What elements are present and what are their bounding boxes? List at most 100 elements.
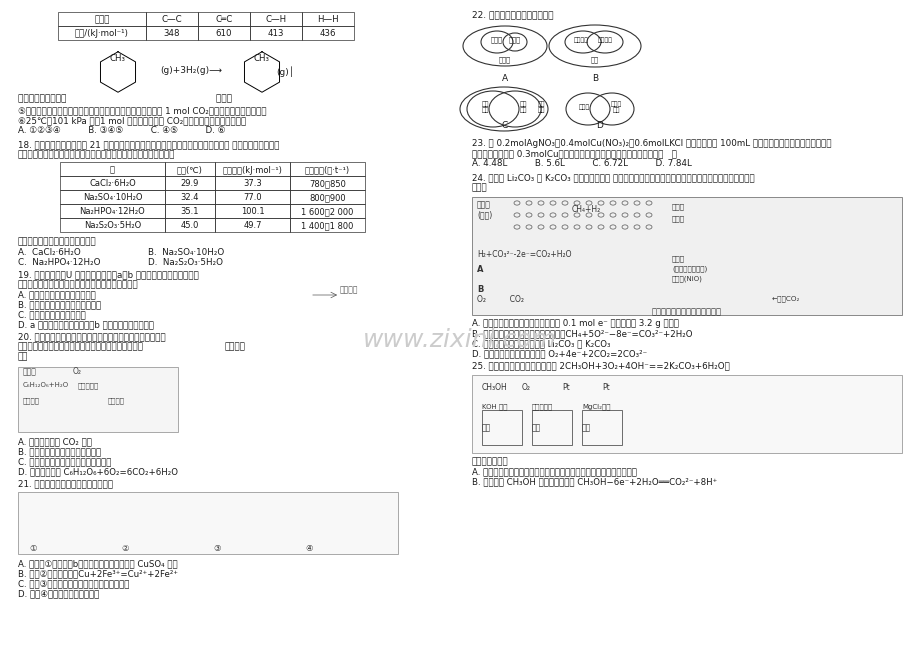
Bar <box>60 162 165 176</box>
Text: 间后，在一极析出 0.3molCu，此时在另一极收集到气体体积为（标况）（   ）: 间后，在一极析出 0.3molCu，此时在另一极收集到气体体积为（标况）（ ） <box>471 149 676 158</box>
Text: B: B <box>476 285 482 294</box>
Text: A. ①②③④          B. ③④⑤          C. ④⑤          D. ⑥: A. ①②③④ B. ③④⑤ C. ④⑤ D. ⑥ <box>18 126 225 135</box>
Bar <box>289 204 365 218</box>
Text: C. 质子通过交换膜从负极区移向正极区: C. 质子通过交换膜从负极区移向正极区 <box>18 457 111 466</box>
Text: 质子交换膜: 质子交换膜 <box>78 382 99 389</box>
Text: A.  CaCl₂·6H₂O: A. CaCl₂·6H₂O <box>18 248 81 257</box>
Bar <box>531 410 572 445</box>
Text: C—C: C—C <box>162 16 182 25</box>
Bar <box>482 410 521 445</box>
Text: 化氯溶液: 化氯溶液 <box>340 285 358 294</box>
Text: A. 甲烷是电能转化为化学能的装置，乙、丙是化学能转化为电能的装置: A. 甲烷是电能转化为化学能的装置，乙、丙是化学能转化为电能的装置 <box>471 467 636 476</box>
Text: D. 电池总反应为 C₆H₁₂O₆+6O₂=6CO₂+6H₂O: D. 电池总反应为 C₆H₁₂O₆+6O₂=6CO₂+6H₂O <box>18 467 177 476</box>
Bar <box>289 218 365 232</box>
Text: 各加入生鐵，放置一段时间。下列有关描述错误的是: 各加入生鐵，放置一段时间。下列有关描述错误的是 <box>18 280 139 289</box>
Bar <box>58 26 146 40</box>
Bar <box>165 204 215 218</box>
Text: O₂          CO₂: O₂ CO₂ <box>476 295 524 304</box>
Text: 一次酯醇: 一次酯醇 <box>573 37 588 43</box>
Text: D. a 试管中发生了吸氧反应，b 试管中发生了析氢反应: D. a 试管中发生了吸氧反应，b 试管中发生了析氢反应 <box>18 320 153 329</box>
Bar <box>198 12 250 26</box>
Text: ④: ④ <box>305 544 312 553</box>
Text: C: C <box>502 121 507 130</box>
Text: 436: 436 <box>320 29 335 38</box>
Bar <box>301 26 354 40</box>
Text: 可再生
能源: 可再生 能源 <box>609 101 621 113</box>
Text: 1 400～1 800: 1 400～1 800 <box>301 221 353 230</box>
Text: (g)│: (g)│ <box>276 66 294 77</box>
Text: 18. 太阳能的开发和利用是 21 世纪一个重要课题。利用储能介质储存太阳能的原理是 白天在太阳照射下某: 18. 太阳能的开发和利用是 21 世纪一个重要课题。利用储能介质储存太阳能的原… <box>18 140 279 149</box>
Bar <box>60 176 165 190</box>
Text: 24. 以熶融 Li₂CO₃ 和 K₂CO₃ 为电解质，自然 气经重整催化作用供应反应气的燃料电池如右图。下列说法正: 24. 以熶融 Li₂CO₃ 和 K₂CO₃ 为电解质，自然 气经重整催化作用供… <box>471 173 754 182</box>
Text: 1 600～2 000: 1 600～2 000 <box>301 208 353 217</box>
Text: 确的是: 确的是 <box>471 183 487 192</box>
Bar <box>471 375 901 453</box>
Text: B. 甲烷通入 CH₃OH 的电极反应式为 CH₃OH−6e⁻+2H₂O══CO₂²⁻+8H⁺: B. 甲烷通入 CH₃OH 的电极反应式为 CH₃OH−6e⁻+2H₂O══CO… <box>471 477 717 486</box>
Text: (内含熔融碳酸盐): (内含熔融碳酸盐) <box>671 265 707 271</box>
Text: B: B <box>591 74 597 83</box>
Bar <box>165 176 215 190</box>
Bar <box>582 410 621 445</box>
Text: CH₃: CH₃ <box>110 54 126 63</box>
Text: CH₄+H₂: CH₄+H₂ <box>572 205 601 214</box>
Text: B. 若以甲烷为燃料时负极电极反应式：CH₄+5O²⁻−8e⁻=CO₃²⁻+2H₂O: B. 若以甲烷为燃料时负极电极反应式：CH₄+5O²⁻−8e⁻=CO₃²⁻+2H… <box>471 329 692 338</box>
Text: D. 空气极发生的电极反应式为 O₂+4e⁻+2CO₂=2CO₃²⁻: D. 空气极发生的电极反应式为 O₂+4e⁻+2CO₂=2CO₃²⁻ <box>471 349 646 358</box>
Text: 中和热: 中和热 <box>508 36 520 44</box>
Text: A. 以电池为电能电解精练为例，当有 0.1 mol e⁻ 转移时，有 3.2 g 铜溶解: A. 以电池为电能电解精练为例，当有 0.1 mol e⁻ 转移时，有 3.2 … <box>471 319 678 328</box>
Text: 413: 413 <box>267 29 284 38</box>
Bar <box>60 204 165 218</box>
Text: C. 该电池使用过程中不断补充 Li₂CO₃ 和 K₂CO₃: C. 该电池使用过程中不断补充 Li₂CO₃ 和 K₂CO₃ <box>471 339 610 348</box>
Text: 镍料极: 镍料极 <box>671 215 685 221</box>
Text: 副能源: 副能源 <box>578 104 589 110</box>
Text: 熳化吸热(kJ·mol⁻¹): 熳化吸热(kJ·mol⁻¹) <box>222 165 282 174</box>
Text: 49.7: 49.7 <box>243 221 262 230</box>
Bar <box>301 12 354 26</box>
Text: 22. 下列图示关系中不正确的是: 22. 下列图示关系中不正确的是 <box>471 10 553 19</box>
Text: 硫酸铜溶液: 硫酸铜溶液 <box>531 403 552 409</box>
Text: MgCl₂溶液: MgCl₂溶液 <box>582 403 610 409</box>
Text: 厌氧反应: 厌氧反应 <box>23 397 40 404</box>
Bar <box>215 204 289 218</box>
Text: Na₂HPO₄·12H₂O: Na₂HPO₄·12H₂O <box>80 208 145 217</box>
Text: 种盐熔化，吸收热量，晚间熔盐固化释放出相应的能量。已知数据：: 种盐熔化，吸收热量，晚间熔盐固化释放出相应的能量。已知数据： <box>18 150 176 159</box>
Text: Na₂S₂O₃·5H₂O: Na₂S₂O₃·5H₂O <box>84 221 141 230</box>
Text: 610: 610 <box>216 29 232 38</box>
Bar <box>215 218 289 232</box>
Text: CH₃OH: CH₃OH <box>482 383 507 392</box>
Bar <box>165 190 215 204</box>
Text: ←空气CO₂: ←空气CO₂ <box>771 295 800 301</box>
Text: C. 两试管中负极反应区相同: C. 两试管中负极反应区相同 <box>18 310 85 319</box>
Text: A: A <box>476 265 483 274</box>
Text: H—H: H—H <box>317 16 338 25</box>
Text: 丙池: 丙池 <box>582 423 591 432</box>
Bar <box>0 0 919 8</box>
Text: A. 用装置①精炼铜，b极为精铜，电解质溶液为 CuSO₄ 溶液: A. 用装置①精炼铜，b极为精铜，电解质溶液为 CuSO₄ 溶液 <box>18 559 177 568</box>
Text: ②: ② <box>121 544 129 553</box>
Text: Pt: Pt <box>601 383 609 392</box>
Text: 23. 将 0.2molAgNO₃、0.4molCu(NO₃)₂、0.6molLKCl 溦于水，配成 100mL 的溶液，用石墨做电极电解一段时: 23. 将 0.2molAgNO₃、0.4molCu(NO₃)₂、0.6molL… <box>471 139 831 148</box>
Text: O₂: O₂ <box>521 383 530 392</box>
Text: D. 装置④中的钓钉几乎没被腐蚀: D. 装置④中的钓钉几乎没被腐蚀 <box>18 589 99 598</box>
Text: Pt: Pt <box>562 383 569 392</box>
Text: 下列法正确的是: 下列法正确的是 <box>471 457 508 466</box>
Text: 微生物: 微生物 <box>23 367 37 376</box>
Text: CH₃: CH₃ <box>254 54 269 63</box>
Text: D.  Na₂S₂O₃·5H₂O: D. Na₂S₂O₃·5H₂O <box>148 258 222 267</box>
Text: (甲烷): (甲烷) <box>476 210 492 219</box>
Text: ⑤依据盖斯定律，推知在相同条件下，金刚石或石墨燃烧生成 1 mol CO₂固体时，放出的热量相等: ⑤依据盖斯定律，推知在相同条件下，金刚石或石墨燃烧生成 1 mol CO₂固体时… <box>18 106 267 115</box>
Text: 装置，其工作原理图如图所示。下列有关微生物电池的: 装置，其工作原理图如图所示。下列有关微生物电池的 <box>18 342 144 351</box>
Text: 21. 关于下列各装置的叙述，正确的是: 21. 关于下列各装置的叙述，正确的是 <box>18 479 113 488</box>
Text: 熳点(℃): 熳点(℃) <box>176 165 203 174</box>
Text: 乙池: 乙池 <box>531 423 540 432</box>
Text: H₂+CO₃²⁻-2e⁻=CO₂+H₂O: H₂+CO₃²⁻-2e⁻=CO₂+H₂O <box>476 250 571 259</box>
Text: 35.1: 35.1 <box>180 208 199 217</box>
Text: 二次酯醇: 二次酯醇 <box>596 37 612 43</box>
Text: ①: ① <box>29 544 37 553</box>
Text: C.  Na₂HPO₄·12H₂O: C. Na₂HPO₄·12H₂O <box>18 258 100 267</box>
Text: 吸热热: 吸热热 <box>491 36 503 44</box>
Bar <box>289 190 365 204</box>
Text: 盐: 盐 <box>110 165 115 174</box>
Text: B. 红墨水两边的液面变为左低右高: B. 红墨水两边的液面变为左低右高 <box>18 300 101 309</box>
Text: 20. 微生物电池是指在微生物的作用下将化学能转化为电能的: 20. 微生物电池是指在微生物的作用下将化学能转化为电能的 <box>18 332 165 341</box>
Text: 氧化
还原: 氧化 还原 <box>481 101 488 113</box>
